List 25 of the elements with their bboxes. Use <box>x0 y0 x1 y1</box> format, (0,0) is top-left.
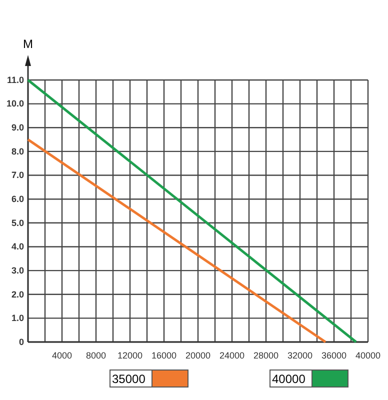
y-tick-label: 4.0 <box>11 242 24 252</box>
y-tick-label: 1.0 <box>11 313 24 324</box>
x-tick-label: 32000 <box>287 350 313 360</box>
x-tick-label: 12000 <box>117 350 143 360</box>
y-tick-label: 3.0 <box>11 265 24 276</box>
x-tick-label: 36000 <box>321 350 347 360</box>
y-tick-label: 7.0 <box>11 170 24 180</box>
x-tick-label: 8000 <box>86 350 106 360</box>
x-tick-label: 4000 <box>52 350 72 360</box>
x-tick-label: 40000 <box>355 350 381 360</box>
y-tick-label: 10.0 <box>6 98 24 109</box>
y-tick-label: 11.0 <box>6 74 24 85</box>
x-tick-label: 16000 <box>151 350 177 360</box>
x-tick-label: 20000 <box>185 350 211 360</box>
y-tick-label: 0 <box>18 336 24 347</box>
y-tick-label: 9.0 <box>11 122 24 133</box>
x-tick-label: 24000 <box>219 350 245 360</box>
legend-label: 40000 <box>272 372 306 386</box>
y-tick-label: 6.0 <box>11 194 24 204</box>
y-tick-label: 5.0 <box>11 218 24 228</box>
y-axis-title: M <box>23 37 33 51</box>
y-tick-label: 8.0 <box>11 146 24 156</box>
y-tick-label: 2.0 <box>11 289 24 300</box>
x-tick-label: 28000 <box>253 350 279 360</box>
legend-label: 35000 <box>112 372 146 386</box>
